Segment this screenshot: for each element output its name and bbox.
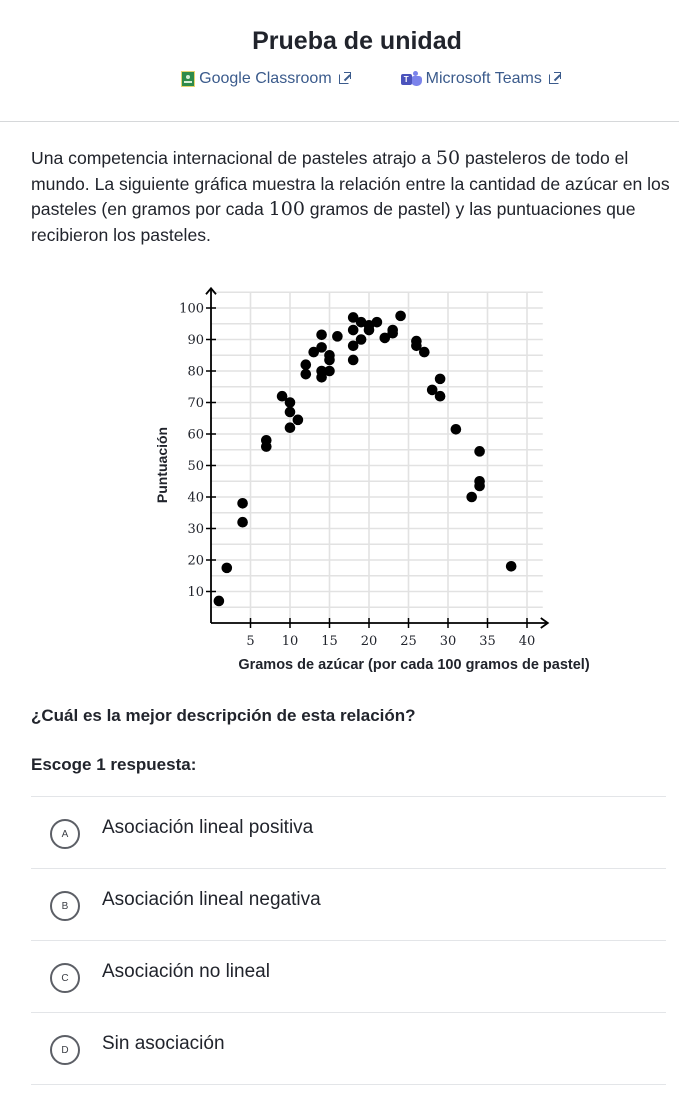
data-point <box>450 423 462 435</box>
data-point <box>379 332 391 344</box>
microsoft-teams-label: Microsoft Teams <box>425 70 542 87</box>
scatter-plot: 5 10 15 20 25 30 35 40 10 20 30 40 50 60 70 80 90 100 Gra… <box>0 280 679 680</box>
data-point <box>324 354 335 366</box>
data-point <box>332 331 343 342</box>
data-point <box>316 365 327 377</box>
chart-grid <box>211 291 543 623</box>
x-axis-label: Gramos de azúcar (por cada 100 gramos de… <box>238 657 590 673</box>
option-d[interactable]: D Sin asociación <box>31 1013 666 1085</box>
data-point <box>347 324 359 336</box>
y-tick-label: 60 <box>187 428 204 443</box>
data-point <box>316 342 327 353</box>
data-point <box>505 561 517 572</box>
microsoft-teams-icon: T <box>400 71 423 87</box>
answer-options: A Asociación lineal positiva B Asociació… <box>31 796 666 1085</box>
prompt-number-bakers: 50 <box>435 147 461 169</box>
data-point <box>434 390 446 402</box>
x-tick-label: 20 <box>361 634 378 649</box>
scatter-plot-svg: 5 10 15 20 25 30 35 40 10 20 30 40 50 60 70 80 90 100 Gra… <box>154 286 590 673</box>
page-title: Prueba de unidad <box>252 27 462 55</box>
y-tick-label: 90 <box>187 333 204 348</box>
microsoft-teams-link[interactable]: T Microsoft Teams <box>400 70 561 88</box>
x-tick-label: 40 <box>519 634 536 649</box>
prompt-number-grams: 100 <box>268 198 305 220</box>
option-c[interactable]: C Asociación no lineal <box>31 941 666 1013</box>
option-radio-c[interactable]: C <box>50 963 80 993</box>
x-tick-label: 15 <box>321 634 338 649</box>
data-point <box>347 354 359 366</box>
prompt-text: Una competencia internacional de pastele… <box>31 148 436 168</box>
data-point <box>363 324 375 336</box>
option-label: Asociación lineal negativa <box>102 889 321 910</box>
data-points <box>213 310 517 607</box>
option-radio-d[interactable]: D <box>50 1035 80 1065</box>
google-classroom-link[interactable]: Google Classroom <box>181 70 351 88</box>
share-links: Google Classroom T Microsoft Teams <box>0 70 679 88</box>
data-point <box>276 390 288 402</box>
problem-statement: Una competencia internacional de pastele… <box>31 146 671 248</box>
chart-ticks: 5 10 15 20 25 30 35 40 10 20 30 40 50 60 70 80 90 100 <box>179 302 535 650</box>
option-label: Asociación lineal positiva <box>102 817 314 838</box>
question-text: ¿Cuál es la mejor descripción de esta re… <box>31 706 416 725</box>
option-radio-b[interactable]: B <box>50 891 80 921</box>
y-tick-label: 50 <box>187 459 204 474</box>
x-tick-label: 30 <box>440 634 457 649</box>
data-point <box>387 327 399 339</box>
y-tick-label: 30 <box>187 522 204 537</box>
data-point <box>300 359 312 371</box>
y-tick-label: 40 <box>187 491 204 506</box>
option-b[interactable]: B Asociación lineal negativa <box>31 869 666 941</box>
y-tick-label: 100 <box>179 302 204 317</box>
data-point <box>316 329 327 341</box>
data-point <box>347 312 359 323</box>
google-classroom-icon <box>181 71 196 87</box>
data-point <box>474 446 485 457</box>
prompt-text: gramos de pastel) y las puntuaciones que… <box>31 199 636 245</box>
data-point <box>213 595 225 607</box>
data-point <box>324 365 335 377</box>
x-tick-label: 25 <box>400 634 417 649</box>
data-point <box>284 422 296 434</box>
external-link-icon <box>338 72 351 84</box>
data-point <box>466 491 478 503</box>
y-axis-label: Puntuación <box>154 427 170 503</box>
data-point <box>411 340 422 352</box>
data-point <box>395 310 406 322</box>
option-a[interactable]: A Asociación lineal positiva <box>31 797 666 869</box>
data-point <box>434 373 446 385</box>
data-point <box>355 334 367 345</box>
y-tick-label: 20 <box>187 554 204 569</box>
choose-label: Escoge 1 respuesta: <box>31 755 197 774</box>
chart-axes <box>205 286 550 629</box>
y-tick-label: 70 <box>187 396 204 411</box>
x-tick-label: 10 <box>282 634 299 649</box>
prompt-text: pasteleros de todo el mundo. La siguient… <box>31 148 670 219</box>
data-point <box>419 346 430 358</box>
y-tick-label: 10 <box>187 585 204 600</box>
data-point <box>261 441 272 452</box>
data-point <box>347 340 359 352</box>
data-point <box>237 516 248 528</box>
x-tick-label: 5 <box>246 634 254 649</box>
data-point <box>300 368 312 380</box>
google-classroom-label: Google Classroom <box>199 70 332 87</box>
option-label: Sin asociación <box>102 1033 225 1054</box>
data-point <box>284 397 296 408</box>
y-tick-label: 80 <box>187 365 204 380</box>
data-point <box>474 480 485 492</box>
external-link-icon <box>548 72 561 84</box>
data-point <box>371 316 383 328</box>
data-point <box>308 346 320 358</box>
x-tick-label: 35 <box>479 634 496 649</box>
data-point <box>237 498 248 509</box>
data-point <box>426 384 438 396</box>
data-point <box>292 414 304 426</box>
option-radio-a[interactable]: A <box>50 819 80 849</box>
data-point <box>221 562 233 574</box>
page-header: Prueba de unidad Google Classroom T Micr… <box>0 0 679 122</box>
option-label: Asociación no lineal <box>102 961 270 982</box>
data-point <box>284 406 296 418</box>
